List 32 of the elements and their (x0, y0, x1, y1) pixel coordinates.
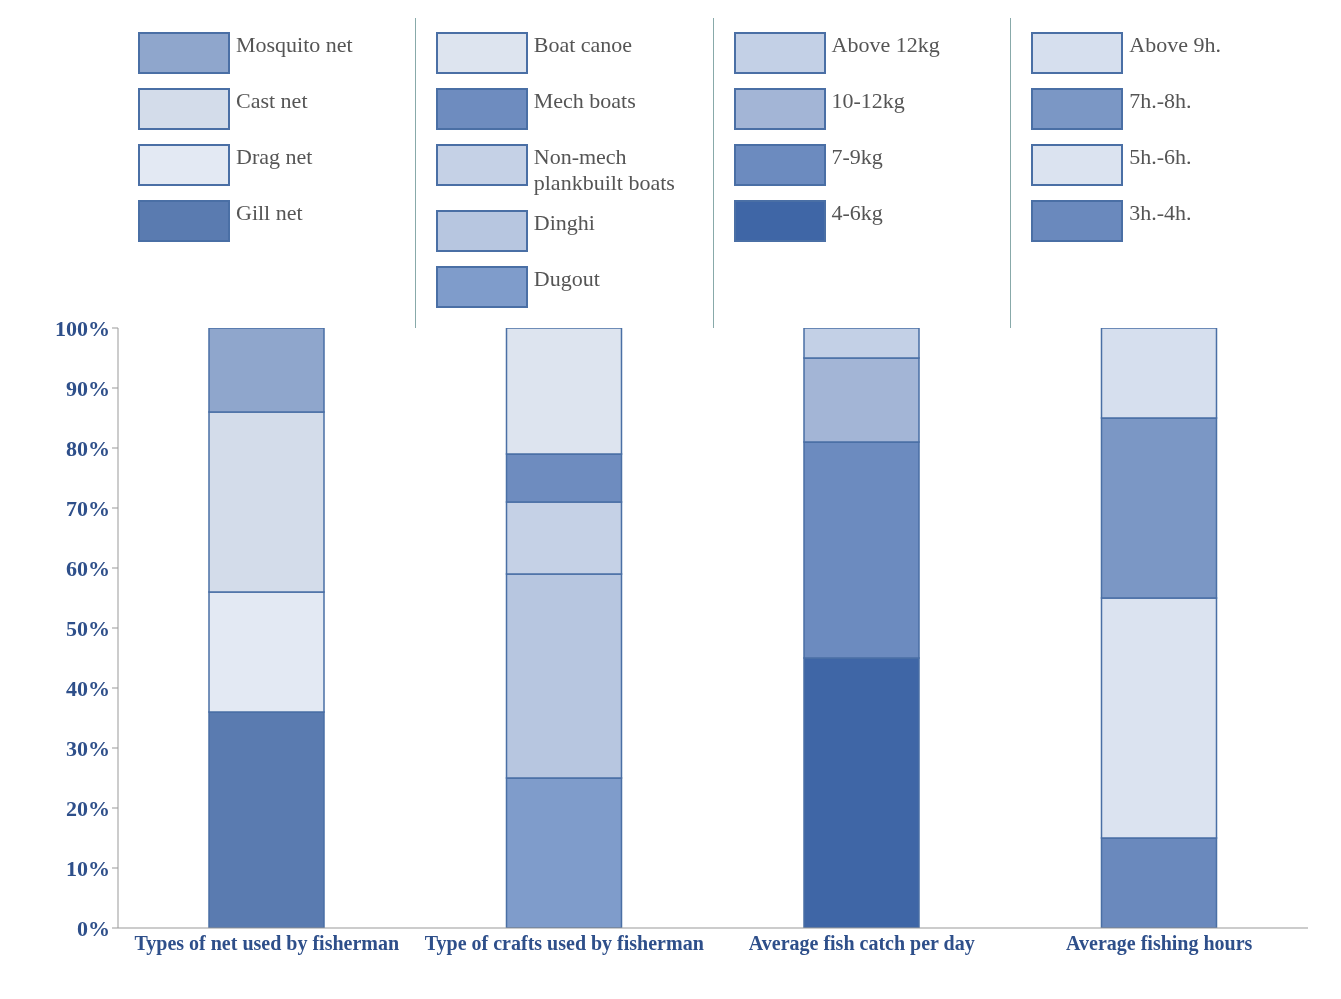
y-tick-label: 60% (66, 555, 110, 581)
legend-label: Dinghi (533, 210, 595, 236)
y-tick-label: 90% (66, 375, 110, 401)
legend-label: 4-6kg (831, 200, 883, 226)
x-tick-label: Average fish catch per day (748, 932, 975, 956)
legend-label: 7h.-8h. (1129, 88, 1192, 114)
y-tick-label: 0% (77, 915, 110, 941)
legend-label: Gill net (236, 200, 303, 226)
x-tick-label: Average fishing hours (1066, 932, 1253, 956)
y-tick-label: 100% (55, 315, 110, 341)
y-tick-label: 40% (66, 675, 110, 701)
legend-label: Non-mech plankbuilt boats (533, 144, 676, 196)
legend-label: Mosquito net (236, 32, 353, 58)
y-tick-label: 50% (66, 615, 110, 641)
y-tick-label: 10% (66, 855, 110, 881)
y-tick-label: 70% (66, 495, 110, 521)
legend-label: 5h.-6h. (1129, 144, 1192, 170)
legend-label: Dugout (533, 266, 600, 292)
legend-label: Cast net (236, 88, 308, 114)
x-tick-label: Type of crafts used by fisherman (424, 932, 704, 956)
legend-label: 10-12kg (831, 88, 905, 114)
legend-label: Boat canoe (533, 32, 633, 58)
legend-label: 7-9kg (831, 144, 883, 170)
legend-label: Mech boats (533, 88, 636, 114)
y-tick-label: 30% (66, 735, 110, 761)
y-tick-label: 80% (66, 435, 110, 461)
legend-label: Above 12kg (831, 32, 940, 58)
legend-label: Drag net (236, 144, 313, 170)
legend-label: Above 9h. (1129, 32, 1221, 58)
legend-label: 3h.-4h. (1129, 200, 1192, 226)
y-tick-label: 20% (66, 795, 110, 821)
x-tick-label: Types of net used by fisherman (134, 932, 400, 956)
